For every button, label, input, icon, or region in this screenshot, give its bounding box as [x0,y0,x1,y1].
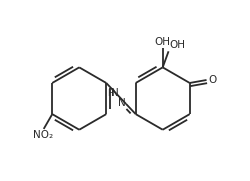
Text: NO₂: NO₂ [32,130,52,140]
Text: OH: OH [168,40,184,50]
Text: O: O [207,75,216,85]
Text: N: N [118,98,125,108]
Text: H: H [106,89,113,98]
Text: N: N [110,88,118,98]
Text: OH: OH [154,37,170,47]
